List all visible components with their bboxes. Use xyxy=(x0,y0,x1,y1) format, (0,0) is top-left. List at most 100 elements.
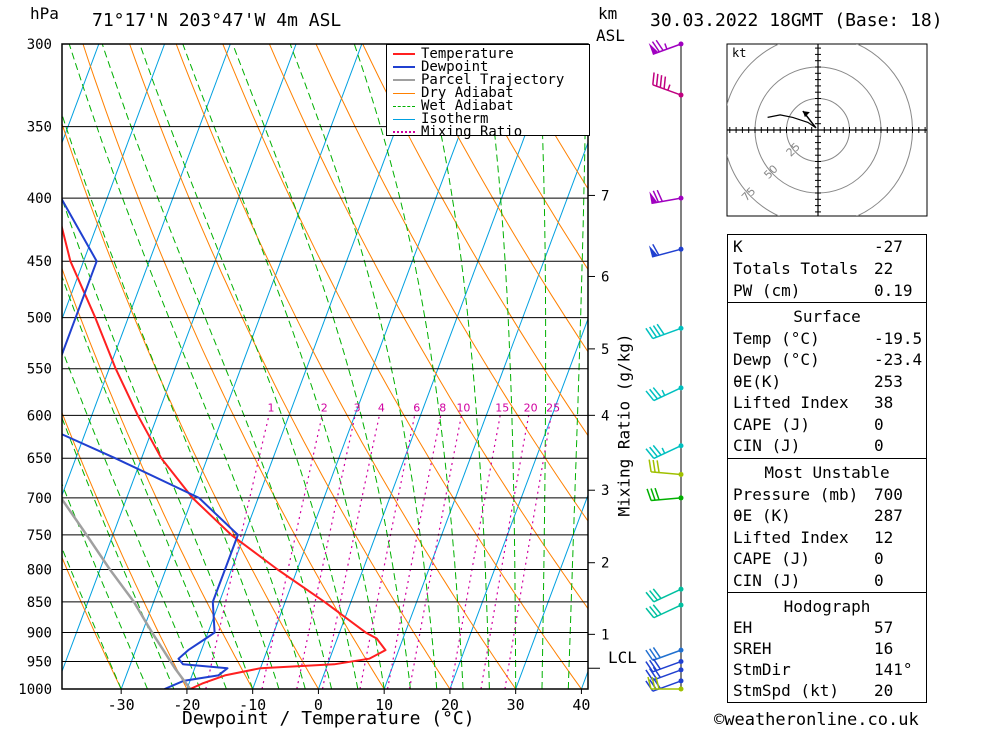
mixing-ratio-label: 3 xyxy=(354,401,361,414)
unstable-title: Most Unstable xyxy=(764,463,890,482)
wind-barb-feather xyxy=(645,591,655,603)
x-tick-label: 0 xyxy=(314,696,323,714)
x-tick-label: 40 xyxy=(572,696,590,714)
wet-adiabat-line xyxy=(420,44,490,689)
hpa-label: hPa xyxy=(30,4,59,23)
wet-adiabat-line xyxy=(62,275,227,689)
wind-barb-staff xyxy=(652,669,682,681)
isotherm-line xyxy=(449,317,588,689)
wind-barb-feather xyxy=(652,387,662,398)
temperature-profile xyxy=(62,223,387,689)
wind-barb-feather xyxy=(656,323,665,335)
km-label: km xyxy=(598,4,618,23)
lcl-label: LCL xyxy=(608,648,637,667)
x-tick-label: 20 xyxy=(441,696,459,714)
dry-adiabat-line xyxy=(408,44,588,353)
wind-level-dot xyxy=(678,195,684,201)
wind-barb-staff xyxy=(653,387,682,402)
dewpoint-profile xyxy=(62,197,239,689)
wind-barb xyxy=(648,39,684,55)
wind-barb xyxy=(645,586,684,603)
isotherm-line xyxy=(62,44,166,321)
wind-barb-half-feather xyxy=(664,43,668,50)
mixing-ratio-line xyxy=(359,415,416,689)
mixing-ratio-line xyxy=(205,415,270,689)
wet-adiabat-line xyxy=(538,44,547,689)
wind-barb-staff xyxy=(652,649,682,662)
hodo-row: SREH 16 xyxy=(733,639,894,658)
wind-barb-feather xyxy=(649,648,658,660)
mixing-ratio-label: 10 xyxy=(456,401,470,414)
wind-level-dot xyxy=(678,443,684,449)
isotherm-line xyxy=(515,493,588,689)
wind-barb-half-feather xyxy=(661,389,666,396)
dry-adiabat-line xyxy=(362,44,588,437)
wind-barb-feather xyxy=(652,666,661,678)
pressure-tick-label: 650 xyxy=(27,451,52,467)
wet-adiabat-line xyxy=(101,44,333,689)
mixing-ratio-label: 6 xyxy=(413,401,420,414)
wind-barb-feather xyxy=(659,75,663,88)
x-tick-label: -20 xyxy=(173,696,200,714)
wind-barb-feather xyxy=(655,39,664,51)
hodo-title: Hodograph xyxy=(783,597,871,616)
wind-barb-half-feather xyxy=(661,447,666,454)
mixing-ratio-label: 2 xyxy=(321,401,328,414)
wind-barb xyxy=(645,443,684,460)
wind-barb xyxy=(648,243,684,258)
pressure-tick-label: 800 xyxy=(27,562,52,578)
unstable-row: Lifted Index 12 xyxy=(733,528,894,547)
wet-adiabat-line xyxy=(62,546,122,689)
wind-barb-staff xyxy=(652,660,682,673)
pressure-tick-label: 350 xyxy=(27,120,52,136)
isotherm-line xyxy=(383,141,588,689)
wind-level-dot xyxy=(678,659,684,665)
dry-adiabat-line xyxy=(969,44,1000,689)
hodo-row: EH 57 xyxy=(733,618,894,637)
index-row: PW (cm) 0.19 xyxy=(733,281,913,300)
wind-barb-feather xyxy=(645,390,655,402)
isotherm-line xyxy=(186,44,429,689)
legend-item-parcel: Parcel Trajectory xyxy=(393,73,564,87)
wind-barb-feather xyxy=(652,444,662,456)
wind-barb-feather xyxy=(652,646,661,659)
wind-barb-feather xyxy=(652,190,660,203)
mixing-ratio-label: 1 xyxy=(267,401,274,414)
isotherm-line xyxy=(252,44,494,689)
wind-level-dot xyxy=(678,686,684,692)
wind-barb-feather xyxy=(656,460,660,473)
hodograph-trace xyxy=(767,114,816,128)
wind-barb-feather xyxy=(651,676,656,690)
hodo-row: StmDir 141° xyxy=(733,660,913,679)
wind-barb xyxy=(652,72,684,98)
wet-adiabat-line xyxy=(62,482,148,689)
isotherm-line xyxy=(62,44,297,673)
surface-row: Temp (°C) -19.5 xyxy=(733,329,923,348)
storm-motion-arrowhead xyxy=(802,111,810,118)
wind-barb-staff xyxy=(651,471,682,476)
wind-barb-flag xyxy=(649,191,658,204)
wind-barb-feather xyxy=(663,76,667,89)
wind-barb-feather xyxy=(652,604,662,615)
surface-title: Surface xyxy=(793,307,861,326)
parcel-trajectory-profile xyxy=(62,497,192,689)
pressure-tick-label: 450 xyxy=(27,254,52,270)
wind-barb-feather xyxy=(649,590,659,601)
km-tick-label: 7 xyxy=(601,188,609,204)
unstable-row: θE (K) 287 xyxy=(733,506,903,525)
mixing-ratio-label: 4 xyxy=(378,401,385,414)
wind-barb-staff xyxy=(651,497,682,502)
wind-barb xyxy=(645,323,684,340)
surface-row: Dewp (°C) -23.4 xyxy=(733,350,923,369)
km-tick-label: 2 xyxy=(601,556,609,572)
wind-level-dot xyxy=(678,246,684,252)
pressure-tick-label: 1000 xyxy=(18,682,52,698)
legend: Temperature Dewpoint Parcel Trajectory D… xyxy=(386,44,590,139)
legend-item-dewpoint: Dewpoint xyxy=(393,60,488,74)
wet-adiabat-line xyxy=(139,44,359,689)
wind-barb-feather xyxy=(652,658,661,670)
hodograph-kt-label: kt xyxy=(732,46,747,60)
wind-barb-feather xyxy=(652,325,661,337)
wind-level-dot xyxy=(678,41,684,47)
wind-level-dot xyxy=(678,495,684,501)
